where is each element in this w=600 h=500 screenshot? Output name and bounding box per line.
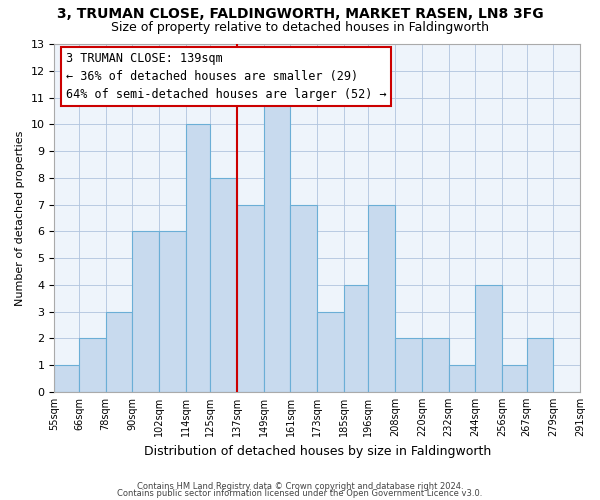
Bar: [395, 338, 422, 392]
Bar: [133, 232, 159, 392]
Bar: [237, 204, 264, 392]
Bar: [527, 338, 553, 392]
Bar: [422, 338, 449, 392]
Text: Size of property relative to detached houses in Faldingworth: Size of property relative to detached ho…: [111, 21, 489, 34]
Bar: [186, 124, 211, 392]
Bar: [317, 312, 344, 392]
Text: 3, TRUMAN CLOSE, FALDINGWORTH, MARKET RASEN, LN8 3FG: 3, TRUMAN CLOSE, FALDINGWORTH, MARKET RA…: [56, 8, 544, 22]
Bar: [475, 285, 502, 392]
Text: Contains public sector information licensed under the Open Government Licence v3: Contains public sector information licen…: [118, 488, 482, 498]
Bar: [344, 285, 368, 392]
Y-axis label: Number of detached properties: Number of detached properties: [15, 130, 25, 306]
Bar: [79, 338, 106, 392]
Bar: [264, 98, 290, 392]
Bar: [290, 204, 317, 392]
Text: 3 TRUMAN CLOSE: 139sqm
← 36% of detached houses are smaller (29)
64% of semi-det: 3 TRUMAN CLOSE: 139sqm ← 36% of detached…: [65, 52, 386, 101]
Bar: [211, 178, 237, 392]
Bar: [55, 365, 79, 392]
Text: Contains HM Land Registry data © Crown copyright and database right 2024.: Contains HM Land Registry data © Crown c…: [137, 482, 463, 491]
Bar: [368, 204, 395, 392]
Bar: [106, 312, 133, 392]
Bar: [159, 232, 186, 392]
Bar: [449, 365, 475, 392]
X-axis label: Distribution of detached houses by size in Faldingworth: Distribution of detached houses by size …: [143, 444, 491, 458]
Bar: [502, 365, 527, 392]
